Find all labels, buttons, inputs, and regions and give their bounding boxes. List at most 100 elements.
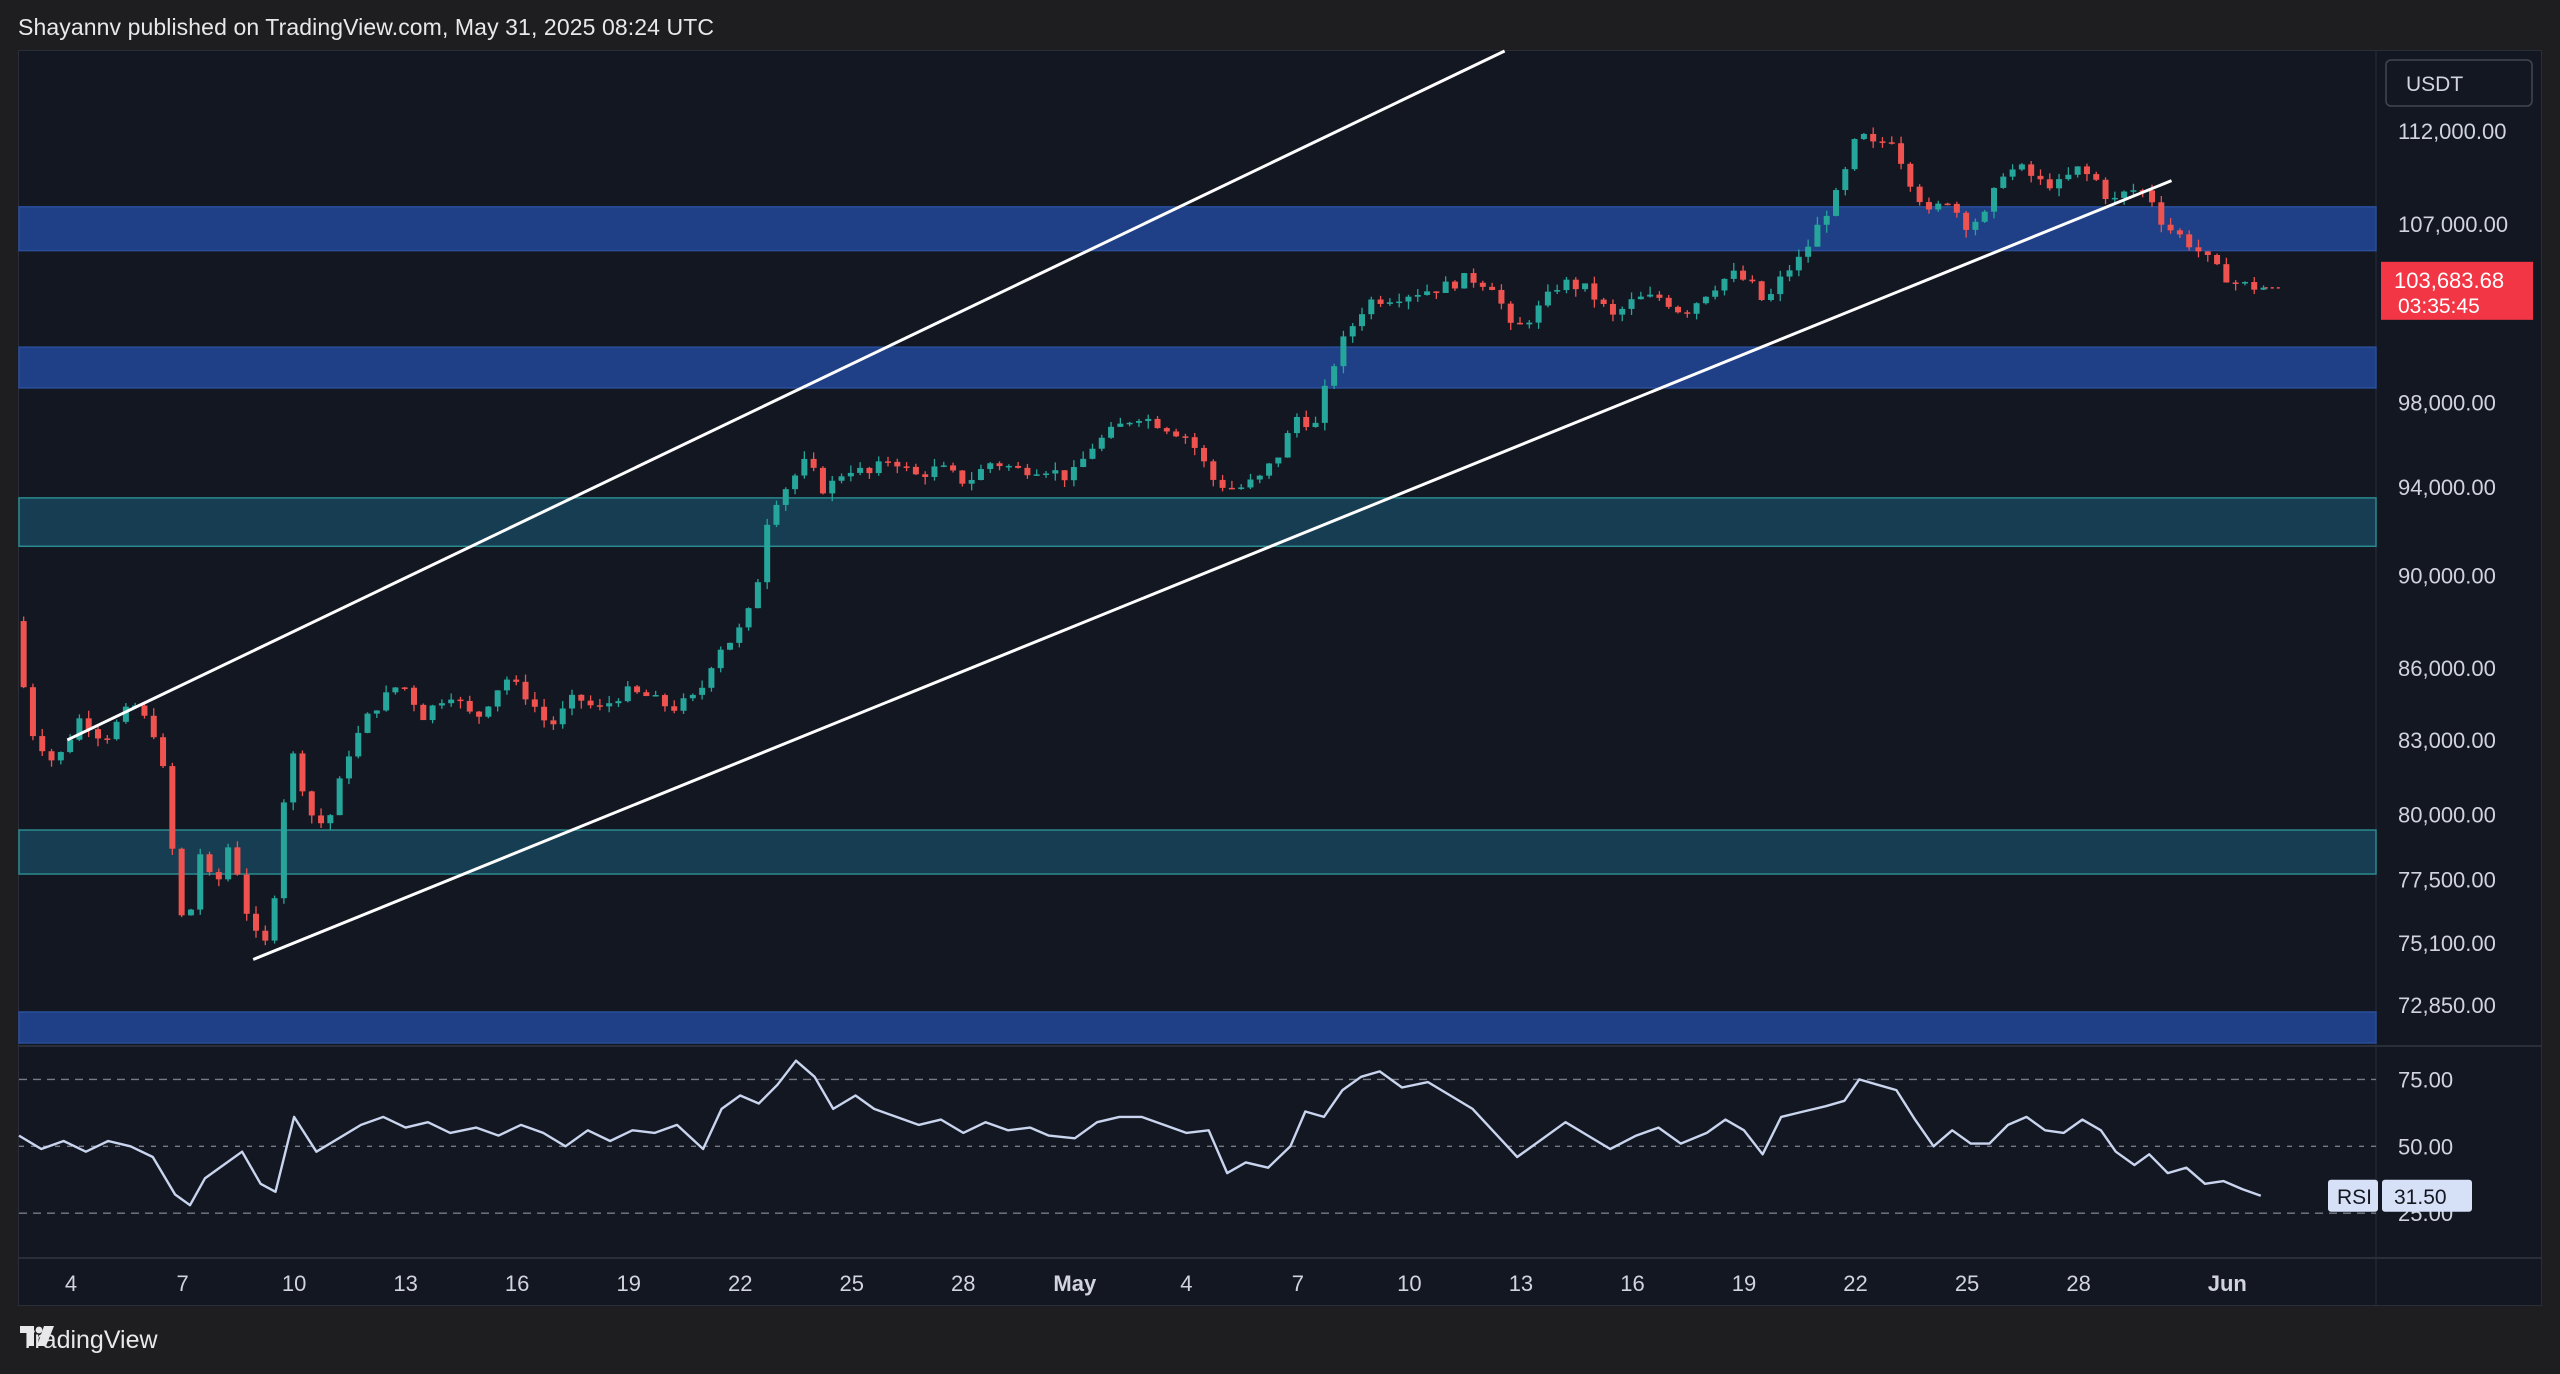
candle-body [1182,436,1189,438]
candle-body [2111,197,2118,200]
candle-body [1740,270,1747,280]
candle-body [1293,416,1300,434]
candle-body [829,480,836,494]
time-tick-label: 22 [1843,1271,1867,1296]
candle-body [234,847,241,875]
chart-frame[interactable] [18,50,2542,1306]
candle-body [466,700,473,712]
candle-body [1219,479,1226,488]
candle-body [717,649,724,669]
candle-body [1275,457,1282,464]
candle-body [1991,187,1998,212]
candle-body [503,679,510,691]
candle-body [1126,422,1133,425]
candle-body [2121,191,2128,198]
time-tick-label: 19 [1732,1271,1756,1296]
candle-body [782,489,789,505]
channel-line-lower[interactable] [252,179,2173,961]
candle-body [1479,282,1486,287]
candle-body [327,815,334,824]
candle-body [438,703,445,706]
candle-body [2195,247,2202,252]
candle-body [1767,294,1774,300]
candle-body [1702,296,1709,304]
candle-body [1284,433,1291,458]
candle-body [1916,186,1923,203]
candle-body [950,465,957,471]
candle-body [810,458,817,468]
candle-body [1944,203,1951,206]
candle-body [764,524,771,583]
candle-body [569,694,576,709]
candle-body [1805,246,1812,257]
candle-body [141,705,148,716]
candle-body [912,466,919,475]
time-tick-label: 4 [65,1271,77,1296]
candle-body [187,909,194,916]
candle-body [57,752,64,761]
candle-body [940,465,947,467]
candle-body [922,474,929,477]
candle-body [1526,322,1533,325]
candle-body [1089,448,1096,459]
candle-body [113,721,120,740]
candle-body [2083,166,2090,175]
candle-body [634,686,641,693]
candle-body [1005,465,1012,468]
candle-body [559,708,566,725]
candle-body [1154,418,1161,429]
candle-body [169,766,176,849]
time-tick-label: 16 [505,1271,529,1296]
candle-body [2102,179,2109,200]
candle-body [1535,305,1542,323]
candle-body [2251,282,2258,290]
candle-body [253,913,260,931]
support-zone-100k [18,346,2377,389]
time-tick-label: 13 [1509,1271,1533,1296]
candle-body [1368,299,1375,315]
candle-body [494,690,501,707]
rsi-value-label: 31.50 [2394,1186,2447,1209]
candle-body [2065,174,2072,180]
time-tick-label: 7 [176,1271,188,1296]
candle-body [977,469,984,480]
candle-body [1665,297,1672,307]
candle-body [1721,278,1728,291]
candle-body [1396,301,1403,304]
candle-body [1981,211,1988,222]
candle-body [2130,190,2137,192]
currency-button[interactable] [2385,59,2533,107]
candle-body [1386,302,1393,304]
candle-body [1684,312,1691,314]
candle-body [1600,299,1607,305]
candle-body [76,718,83,740]
candle-body [197,854,204,910]
candle-body [531,699,538,707]
candle-body [1898,143,1905,164]
candle-body [671,706,678,711]
candle-body [1693,303,1700,314]
candle-body [727,642,734,650]
candle-body [122,706,129,722]
candle-body [85,718,92,730]
candle-body [1544,291,1551,306]
rsi-line [18,1059,2262,1207]
channel-line-upper[interactable] [66,49,1506,742]
candle-body [1173,431,1180,437]
candle-body [2009,169,2016,177]
candle-body [392,687,399,693]
candle-body [1414,294,1421,297]
candle-body [225,847,232,880]
candle-body [1563,279,1570,291]
candle-body [1851,139,1858,170]
candle-body [299,753,306,792]
candle-body [792,475,799,490]
candle-body [1340,336,1347,367]
candle-body [485,706,492,717]
candle-body [1145,418,1152,422]
candle-body [1842,169,1849,191]
candle-body [1247,479,1254,488]
candle-body [2167,224,2174,231]
candle-body [2074,166,2081,175]
